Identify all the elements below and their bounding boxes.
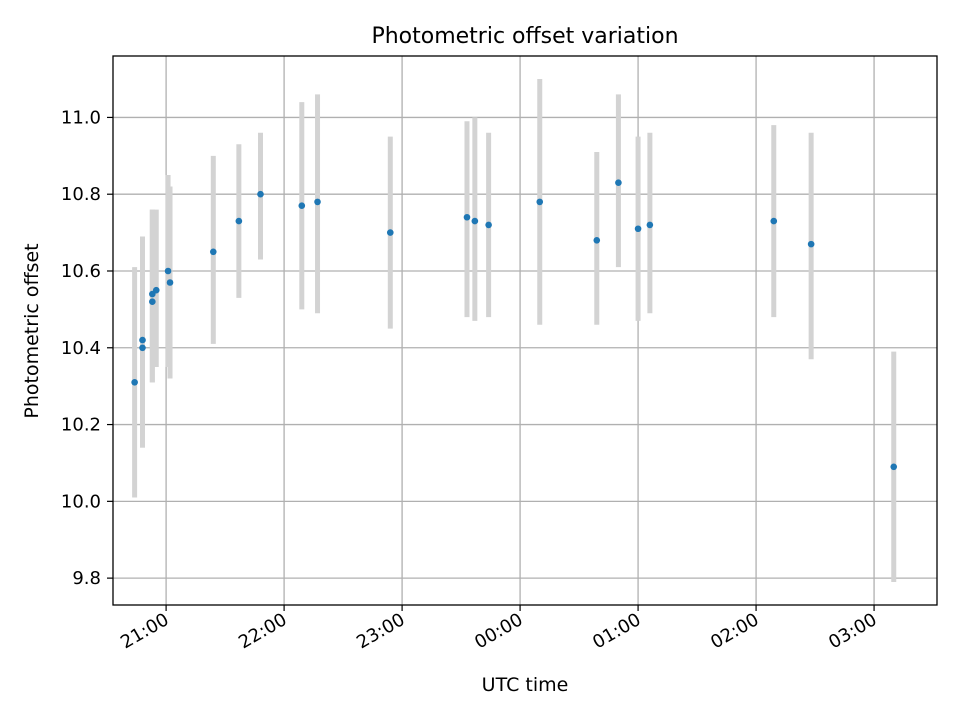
data-point (386, 229, 394, 236)
data-point (536, 198, 544, 206)
data-point (634, 225, 642, 233)
data-point (166, 279, 174, 286)
point-layer (131, 179, 898, 471)
y-tick-label: 10.6 (61, 261, 101, 282)
data-point (807, 240, 815, 248)
data-point (646, 221, 654, 229)
y-tick-label: 10.8 (61, 184, 101, 205)
data-point (770, 217, 778, 225)
data-point (152, 286, 160, 294)
y-tick-label: 9.8 (72, 568, 101, 589)
data-point (471, 217, 479, 225)
plot-frame (112, 55, 938, 606)
data-point (615, 179, 622, 186)
data-point (139, 344, 146, 352)
y-tick-label: 10.4 (61, 338, 101, 359)
data-point (164, 267, 172, 275)
data-point (298, 202, 306, 210)
data-point (314, 198, 321, 206)
x-axis-label: UTC time (482, 674, 569, 696)
y-axis-label: Photometric offset (21, 243, 43, 418)
y-tick-label: 10.0 (61, 491, 101, 512)
data-point (235, 217, 243, 225)
data-point (149, 298, 156, 306)
data-point (139, 336, 146, 344)
chart-title: Photometric offset variation (371, 24, 678, 49)
data-point (890, 463, 898, 471)
data-point (209, 248, 217, 256)
data-point (131, 379, 138, 386)
y-tick-label: 10.2 (61, 415, 101, 436)
data-point (593, 236, 601, 244)
data-point (463, 213, 471, 221)
data-point (485, 221, 492, 229)
grid-layer (113, 56, 937, 605)
data-point (257, 190, 264, 198)
y-tick-label: 11.0 (61, 107, 101, 128)
